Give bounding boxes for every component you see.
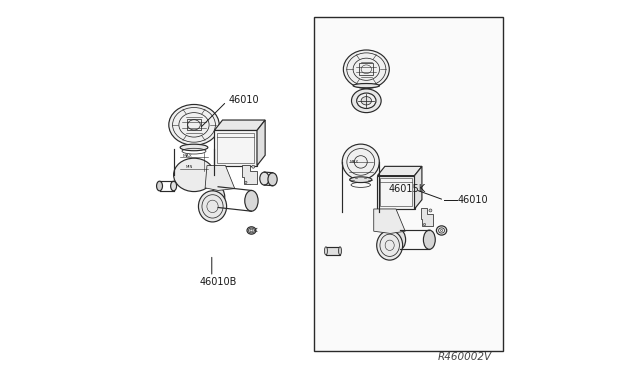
Ellipse shape [436, 226, 447, 235]
Ellipse shape [198, 191, 227, 222]
Ellipse shape [244, 190, 258, 211]
Ellipse shape [361, 97, 371, 105]
Ellipse shape [356, 93, 376, 109]
Text: 46015K: 46015K [388, 184, 426, 194]
Ellipse shape [180, 144, 208, 151]
Ellipse shape [394, 230, 406, 249]
Ellipse shape [268, 173, 277, 186]
Ellipse shape [260, 172, 269, 185]
Polygon shape [242, 164, 257, 184]
Bar [326, 247, 340, 255]
Bar [187, 119, 201, 131]
Ellipse shape [429, 209, 432, 212]
Ellipse shape [252, 165, 255, 168]
Ellipse shape [438, 228, 445, 233]
Bar [314, 17, 504, 351]
Ellipse shape [244, 181, 247, 183]
Ellipse shape [377, 231, 403, 260]
Polygon shape [214, 131, 257, 166]
Text: MIN: MIN [186, 165, 193, 169]
Polygon shape [378, 166, 422, 176]
Ellipse shape [343, 50, 389, 89]
Ellipse shape [339, 247, 342, 255]
Text: R460002V: R460002V [438, 352, 492, 362]
Polygon shape [257, 120, 265, 166]
Text: 46010B: 46010B [200, 278, 237, 287]
Polygon shape [421, 208, 433, 226]
Text: MAX: MAX [183, 154, 193, 158]
Polygon shape [205, 166, 235, 190]
Ellipse shape [169, 105, 219, 145]
Text: 46010: 46010 [228, 95, 259, 105]
Ellipse shape [424, 224, 426, 226]
Polygon shape [378, 176, 415, 209]
Bar [360, 64, 373, 75]
Ellipse shape [342, 144, 380, 180]
Ellipse shape [173, 158, 214, 192]
Ellipse shape [351, 89, 381, 113]
Ellipse shape [248, 228, 255, 233]
Ellipse shape [424, 230, 435, 249]
Ellipse shape [211, 187, 225, 208]
Polygon shape [374, 209, 405, 234]
Ellipse shape [157, 181, 163, 191]
Polygon shape [415, 166, 422, 209]
Ellipse shape [324, 247, 328, 255]
Ellipse shape [171, 181, 177, 191]
Ellipse shape [247, 227, 256, 234]
Text: 46010: 46010 [458, 195, 488, 205]
Ellipse shape [353, 84, 380, 88]
Polygon shape [214, 120, 265, 131]
Ellipse shape [349, 177, 372, 183]
Text: MAX: MAX [349, 160, 359, 164]
